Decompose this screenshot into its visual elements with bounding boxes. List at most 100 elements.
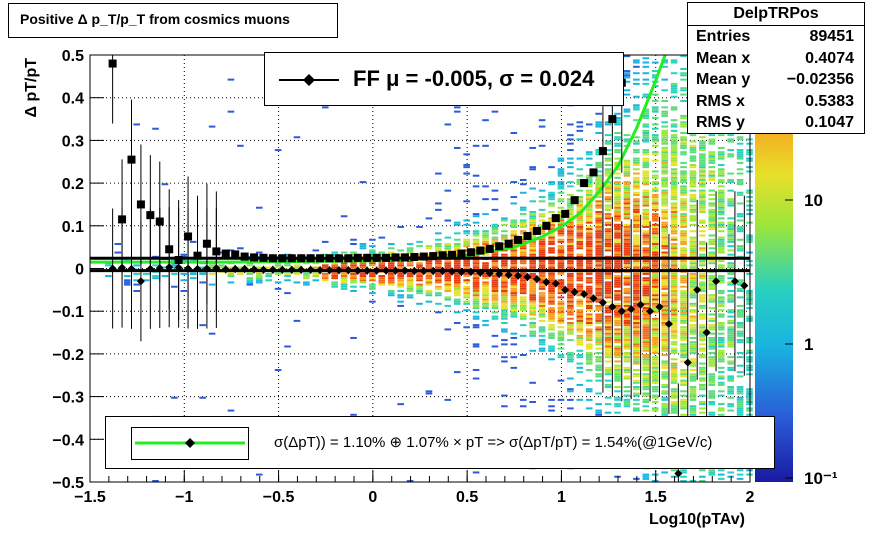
heatmap-cell xyxy=(538,260,546,263)
heatmap-cell xyxy=(567,193,574,196)
y-tick-label: 0.4 xyxy=(62,91,84,108)
heatmap-cell xyxy=(142,272,150,275)
heatmap-cell xyxy=(633,394,640,397)
heatmap-cell xyxy=(736,315,744,318)
heatmap-cell xyxy=(670,394,678,397)
heatmap-cell xyxy=(708,170,716,173)
heatmap-cell xyxy=(699,136,706,139)
heatmap-cell xyxy=(576,311,584,314)
heatmap-cell xyxy=(680,322,687,325)
heatmap-cell xyxy=(614,311,621,314)
y-tick-label: −0.4 xyxy=(52,432,84,449)
heatmap-cell xyxy=(670,134,678,137)
heatmap-cell xyxy=(651,215,659,218)
heatmap-cell xyxy=(491,307,499,310)
heatmap-cell xyxy=(237,144,244,147)
mean-point xyxy=(674,469,683,478)
heatmap-cell xyxy=(510,309,518,312)
heatmap-cell xyxy=(614,330,621,333)
heatmap-cell xyxy=(510,219,518,222)
heatmap-cell xyxy=(576,336,584,339)
heatmap-cell xyxy=(642,253,650,256)
heatmap-cell xyxy=(510,304,518,307)
heatmap-cell xyxy=(670,223,678,226)
heatmap-cell xyxy=(331,277,338,280)
heatmap-cell xyxy=(501,298,508,301)
heatmap-cell xyxy=(350,243,357,246)
heatmap-cell xyxy=(670,243,678,246)
heatmap-cell xyxy=(614,189,621,192)
heatmap-cell xyxy=(557,253,565,256)
heatmap-cell xyxy=(340,264,348,267)
heatmap-cell xyxy=(463,238,470,241)
heatmap-cell xyxy=(491,236,499,239)
heatmap-cell xyxy=(623,332,631,335)
heatmap-cell xyxy=(661,396,668,399)
heatmap-cell xyxy=(133,123,140,126)
heatmap-cell xyxy=(321,106,329,109)
heatmap-cell xyxy=(651,272,659,275)
heatmap-cell xyxy=(538,279,546,282)
heatmap-cell xyxy=(444,279,452,282)
heatmap-cell xyxy=(623,358,631,361)
heatmap-cell xyxy=(736,322,744,325)
heatmap-cell xyxy=(576,247,584,250)
heatmap-cell xyxy=(538,292,546,295)
heatmap-cell xyxy=(633,247,640,250)
heatmap-cell xyxy=(482,304,489,307)
heatmap-cell xyxy=(425,217,433,220)
heatmap-cell xyxy=(699,366,706,369)
heatmap-cell xyxy=(595,221,602,224)
heatmap-cell xyxy=(708,298,716,301)
heatmap-cell xyxy=(463,260,470,263)
heatmap-cell xyxy=(699,191,706,194)
heatmap-cell xyxy=(595,413,602,416)
heatmap-cell xyxy=(670,326,678,329)
heatmap-cell xyxy=(548,409,555,412)
heatmap-cell xyxy=(585,336,593,339)
heatmap-cell xyxy=(680,332,687,335)
heatmap-cell xyxy=(661,153,668,156)
heatmap-cell xyxy=(614,245,621,248)
heatmap-cell xyxy=(585,332,593,335)
heatmap-cell xyxy=(585,351,593,354)
heatmap-cell xyxy=(538,302,546,305)
heatmap-cell xyxy=(585,287,593,290)
heatmap-cell xyxy=(670,358,678,361)
heatmap-cell xyxy=(623,390,631,393)
heatmap-cell xyxy=(642,174,650,177)
heatmap-cell xyxy=(614,275,621,278)
heatmap-cell xyxy=(670,334,678,337)
heatmap-cell xyxy=(680,317,687,320)
heatmap-cell xyxy=(529,240,536,243)
heatmap-cell xyxy=(614,339,621,342)
heatmap-cell xyxy=(651,234,659,237)
heatmap-cell xyxy=(717,275,725,278)
mean-point xyxy=(146,264,155,273)
heatmap-cell xyxy=(595,332,602,335)
heatmap-cell xyxy=(453,106,461,109)
heatmap-cell xyxy=(689,347,697,350)
heatmap-cell xyxy=(472,243,480,246)
heatmap-cell xyxy=(604,260,612,263)
heatmap-cell xyxy=(651,358,659,361)
heatmap-cell xyxy=(548,191,555,194)
heatmap-cell xyxy=(708,413,716,416)
heatmap-cell xyxy=(378,283,386,286)
heatmap-cell xyxy=(670,142,678,145)
heatmap-cell xyxy=(651,328,659,331)
heatmap-cell xyxy=(727,228,734,231)
heatmap-cell xyxy=(529,225,536,228)
heatmap-cell xyxy=(331,283,338,286)
heatmap-cell xyxy=(623,243,631,246)
heatmap-cell xyxy=(585,204,593,207)
heatmap-cell xyxy=(567,181,574,184)
heatmap-cell xyxy=(604,247,612,250)
heatmap-cell xyxy=(529,221,536,224)
heatmap-cell xyxy=(699,210,706,213)
heatmap-cell xyxy=(661,294,668,297)
heatmap-cell xyxy=(623,371,631,374)
heatmap-cell xyxy=(406,279,414,282)
heatmap-cell xyxy=(548,307,555,310)
heatmap-cell xyxy=(661,409,668,412)
